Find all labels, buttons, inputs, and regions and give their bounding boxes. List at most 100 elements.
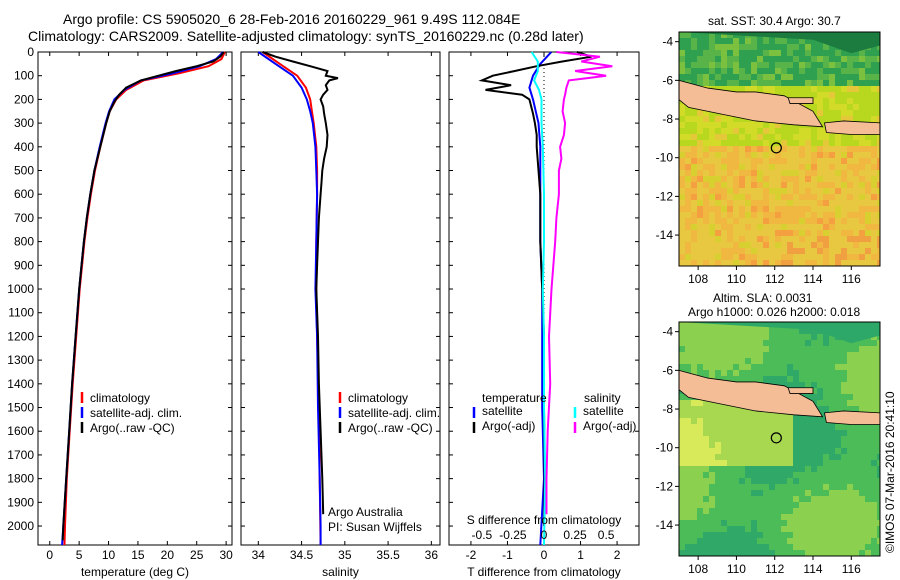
sla-map-cell (751, 376, 757, 382)
sst-map-cell (775, 158, 781, 164)
sla-map-cell (853, 352, 859, 358)
sst-map-cell (859, 50, 865, 56)
sst-map-cell (805, 50, 811, 56)
depth-tick-label: 700 (14, 211, 34, 225)
sla-map-cell (691, 412, 697, 418)
sst-map-cell (709, 50, 715, 56)
sla-map-cell (685, 412, 691, 418)
sst-map-cell (739, 182, 745, 188)
sst-map-cell (721, 44, 727, 50)
sla-map-cell (787, 340, 793, 346)
sla-map-cell (745, 520, 751, 526)
sla-map-cell (853, 376, 859, 382)
sla-map-cell (727, 478, 733, 484)
sla-map-cell (835, 496, 841, 502)
sla-map-cell (727, 340, 733, 346)
sla-map-cell (727, 358, 733, 364)
sst-map-cell (775, 62, 781, 68)
sla-map-cell (829, 478, 835, 484)
sla-map-cell (679, 436, 685, 442)
sst-map-cell (757, 68, 763, 74)
sst-map-cell (871, 74, 877, 80)
sla-map-cell (733, 358, 739, 364)
sla-map-cell (853, 406, 859, 412)
sla-map-cell (709, 532, 715, 538)
sla-map-cell (745, 484, 751, 490)
sst-map-cell (709, 128, 715, 134)
sla-map-cell (799, 334, 805, 340)
sla-map-cell (745, 508, 751, 514)
sst-map-cell (775, 134, 781, 140)
sst-map-cell (799, 242, 805, 248)
depth-tick-label: 1600 (7, 424, 34, 438)
temp-series-climatology (63, 51, 226, 546)
sla-map-cell (697, 478, 703, 484)
sla-map-cell (853, 448, 859, 454)
sst-map-cell (823, 74, 829, 80)
sst-map-cell (787, 200, 793, 206)
sla-map-cell (865, 520, 871, 526)
sst-map-cell (715, 68, 721, 74)
sst-map-cell (709, 116, 715, 122)
sla-map-cell (805, 532, 811, 538)
sst-map-cell (703, 200, 709, 206)
sla-map-cell (871, 424, 877, 430)
sst-map-cell (829, 260, 835, 266)
sla-map-cell (709, 526, 715, 532)
sla-map-cell (703, 496, 709, 502)
sla-map-cell (745, 460, 751, 466)
sla-map-cell (715, 490, 721, 496)
sst-map-cell (829, 236, 835, 242)
temp-xtick-label: 10 (102, 548, 116, 562)
sla-map-cell (829, 346, 835, 352)
sla-map-cell (739, 328, 745, 334)
sst-map-cell (787, 170, 793, 176)
sla-map-cell (877, 370, 880, 376)
sst-map-cell (829, 116, 835, 122)
sla-map-cell (787, 424, 793, 430)
sst-map-cell (763, 236, 769, 242)
sst-map-cell (859, 92, 865, 98)
sst-map-cell (871, 170, 877, 176)
sst-map-cell (745, 236, 751, 242)
sst-map-xtick-label: 112 (765, 272, 784, 286)
sst-map-cell (721, 68, 727, 74)
sst-map-cell (805, 182, 811, 188)
sst-map-cell (679, 38, 685, 44)
sla-map-cell (763, 520, 769, 526)
sst-map-cell (865, 62, 871, 68)
sst-map-cell (769, 50, 775, 56)
sst-map-cell (853, 230, 859, 236)
sla-map-cell (757, 370, 763, 376)
sla-map-cell (817, 436, 823, 442)
sst-map-cell (715, 242, 721, 248)
sla-map-cell (709, 514, 715, 520)
sla-map-cell (787, 442, 793, 448)
sla-map-cell (805, 346, 811, 352)
sst-map-cell (829, 86, 835, 92)
sst-map-cell (679, 62, 685, 68)
sst-map-cell (835, 164, 841, 170)
sst-map-cell (685, 122, 691, 128)
sst-map-cell (817, 110, 823, 116)
sst-map-cell (679, 146, 685, 152)
sla-map-cell (823, 400, 829, 406)
sla-map-cell (847, 526, 853, 532)
sst-map-cell (763, 152, 769, 158)
sla-map-cell (727, 418, 733, 424)
sla-map-cell (829, 448, 835, 454)
sst-map-cell (763, 254, 769, 260)
sla-map-cell (853, 430, 859, 436)
sla-map-ytick-label: -4 (662, 325, 673, 339)
depth-tick-label: 1500 (7, 401, 34, 415)
sla-map-cell (835, 352, 841, 358)
sst-map-cell (865, 98, 871, 104)
sla-map-cell (697, 322, 703, 328)
sst-map-cell (703, 206, 709, 212)
sst-map-cell (721, 182, 727, 188)
sst-map-cell (691, 260, 697, 266)
sst-map-cell (697, 260, 703, 266)
sst-map-cell (769, 128, 775, 134)
sla-map-cell (703, 454, 709, 460)
sla-map-cell (751, 358, 757, 364)
